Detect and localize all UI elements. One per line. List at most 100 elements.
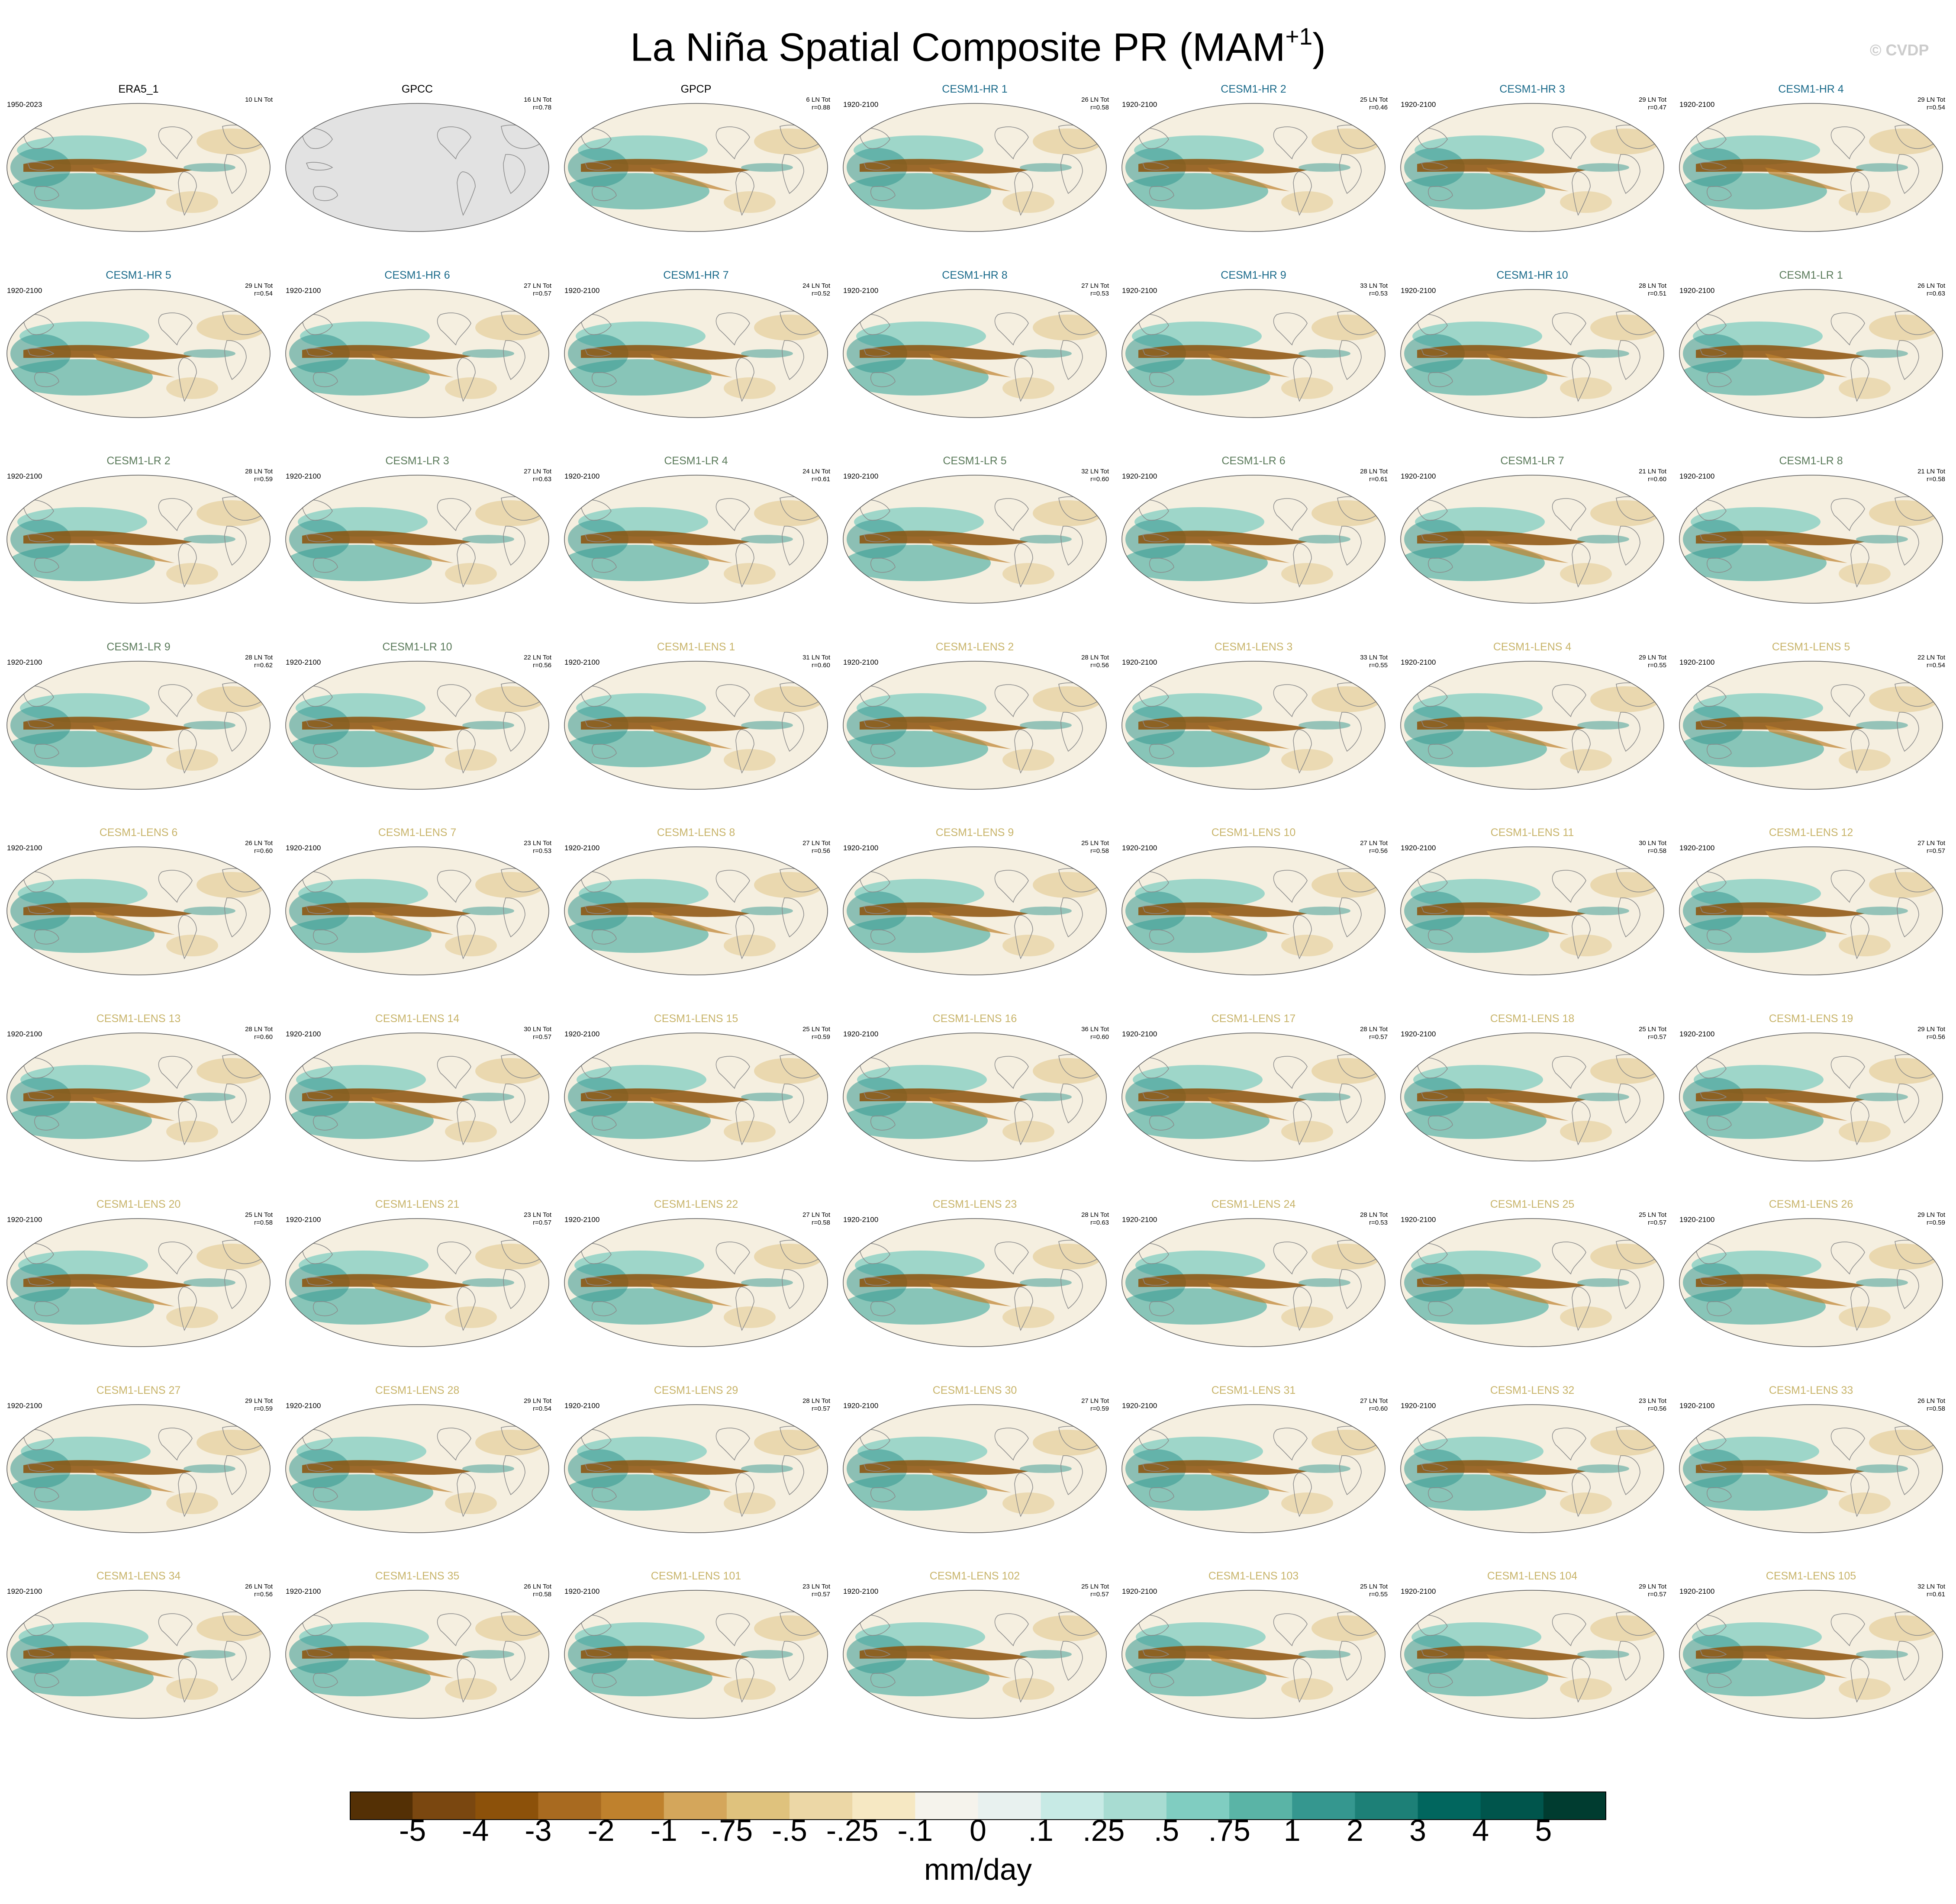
panel-count: 27 LN Tot (524, 282, 551, 289)
panel-title: CESM1-LENS 1 (657, 640, 735, 653)
continent-africa (1060, 1269, 1083, 1309)
map-border (1121, 103, 1386, 232)
continent-south-america (735, 171, 754, 216)
map-border (1121, 1218, 1386, 1347)
colorbar-swatch (1229, 1791, 1292, 1820)
dry-anomaly-equatorial (1696, 159, 1865, 174)
continent-africa (1060, 1641, 1083, 1681)
map-panel: CESM1-LENS 12 1920-2100 27 LN Tot r=0.57 (1672, 736, 1950, 975)
dry-anomaly-equatorial (860, 902, 1028, 917)
continent-maritime (1421, 162, 1448, 170)
panel-correlation: r=0.63 (1090, 1219, 1109, 1226)
continent-africa (782, 526, 804, 566)
map-border (843, 1032, 1107, 1161)
continent-south-america (457, 1472, 476, 1517)
continent-africa (1060, 1455, 1083, 1495)
map-panel: CESM1-HR 2 1920-2100 25 LN Tot r=0.46 (1115, 0, 1392, 232)
dry-anomaly-spcz (371, 1097, 454, 1121)
panel-count: 23 LN Tot (524, 1211, 551, 1219)
dry-anomaly-south-atlantic (166, 563, 218, 585)
panel-count: 26 LN Tot (245, 839, 273, 847)
continent-africa (1897, 1455, 1919, 1495)
world-map (564, 103, 828, 232)
continent-australia (870, 743, 896, 759)
panel-correlation: r=0.60 (254, 847, 273, 855)
dry-anomaly-spcz (93, 911, 175, 935)
dry-anomaly-spcz (929, 353, 1011, 377)
map-border (564, 660, 828, 790)
continent-south-america (1572, 1286, 1591, 1331)
continent-south-america (1850, 1286, 1869, 1331)
dry-anomaly-eurasia (1590, 872, 1660, 898)
panel-title: CESM1-LENS 30 (932, 1384, 1017, 1396)
continent-australia (592, 372, 617, 387)
world-map (285, 289, 549, 418)
continent-south-america (1014, 729, 1033, 774)
panel-period: 1920-2100 (1122, 658, 1157, 666)
map-panel: CESM1-LENS 30 1920-2100 27 LN Tot r=0.59 (836, 1293, 1113, 1533)
panel-correlation: r=0.53 (1369, 289, 1388, 297)
panel-event-count: 28 LN Tot r=0.56 (1081, 654, 1109, 669)
map-panel: CESM1-LENS 20 1920-2100 25 LN Tot r=0.58 (0, 1107, 277, 1347)
dry-anomaly-equatorial (1417, 159, 1586, 174)
continent-maritime (863, 162, 891, 170)
teal-anomaly-atlantic (1856, 349, 1908, 358)
dry-anomaly-equatorial (23, 531, 192, 545)
continent-maritime (1699, 1463, 1727, 1472)
panel-period: 1920-2100 (1122, 286, 1157, 295)
dry-anomaly-spcz (1208, 167, 1290, 191)
dry-anomaly-spcz (1765, 167, 1847, 191)
teal-anomaly-atlantic (1299, 907, 1350, 915)
dry-anomaly-equatorial (581, 1646, 750, 1660)
colorbar-swatch (1355, 1791, 1418, 1820)
panel-correlation: r=0.61 (1927, 1591, 1945, 1598)
dry-anomaly-equatorial (581, 1274, 750, 1289)
dry-anomaly-spcz (1486, 725, 1569, 749)
map-border (1400, 1032, 1664, 1161)
panel-period: 1920-2100 (286, 1587, 321, 1595)
panel-title: ERA5_1 (118, 83, 159, 95)
panel-correlation: r=0.60 (812, 661, 830, 669)
world-map (1121, 103, 1386, 232)
dry-anomaly-equatorial (1417, 1460, 1586, 1475)
panel-count: 22 LN Tot (524, 653, 551, 661)
continent-asia (859, 313, 890, 335)
continent-africa (1897, 1083, 1919, 1123)
panel-event-count: 26 LN Tot r=0.56 (245, 1583, 273, 1598)
continent-north-america (994, 1241, 1029, 1275)
map-border (564, 103, 828, 232)
panel-period: 1920-2100 (1401, 472, 1436, 480)
continent-asia (859, 871, 890, 892)
world-map (843, 1590, 1107, 1719)
dry-anomaly-eurasia (475, 872, 545, 898)
continent-africa (503, 1455, 525, 1495)
map-border (6, 1404, 271, 1533)
panel-correlation: r=0.61 (812, 476, 830, 483)
continent-asia (1416, 1428, 1448, 1450)
continent-australia (1707, 929, 1732, 945)
panel-period: 1920-2100 (1122, 1029, 1157, 1038)
colorbar-swatch (726, 1791, 790, 1820)
map-panel: CESM1-LENS 23 1920-2100 28 LN Tot r=0.63 (836, 1107, 1113, 1347)
continent-australia (1428, 186, 1453, 201)
map-panel: CESM1-HR 3 1920-2100 29 LN Tot r=0.47 (1394, 0, 1671, 232)
panel-event-count: 33 LN Tot r=0.53 (1360, 282, 1388, 298)
map-panel: CESM1-LENS 101 1920-2100 23 LN Tot r=0.57 (557, 1479, 835, 1719)
dry-anomaly-spcz (1765, 1283, 1847, 1306)
continent-maritime (1142, 1277, 1170, 1286)
map-border (1400, 1404, 1664, 1533)
panel-count: 28 LN Tot (245, 468, 273, 475)
continent-south-america (178, 171, 197, 216)
dry-anomaly-south-atlantic (1839, 1492, 1891, 1514)
map-border (843, 660, 1107, 790)
dry-anomaly-spcz (1486, 539, 1569, 563)
panel-correlation: r=0.54 (1927, 661, 1945, 669)
continent-asia (859, 1243, 890, 1264)
panel-event-count: 25 LN Tot r=0.59 (802, 1026, 830, 1041)
panel-event-count: 25 LN Tot r=0.55 (1360, 1583, 1388, 1598)
panel-count: 28 LN Tot (802, 1397, 830, 1405)
dry-anomaly-eurasia (1033, 1615, 1102, 1641)
dry-anomaly-equatorial (23, 1646, 192, 1660)
map-border (564, 1032, 828, 1161)
panel-title: CESM1-HR 9 (1221, 269, 1286, 281)
